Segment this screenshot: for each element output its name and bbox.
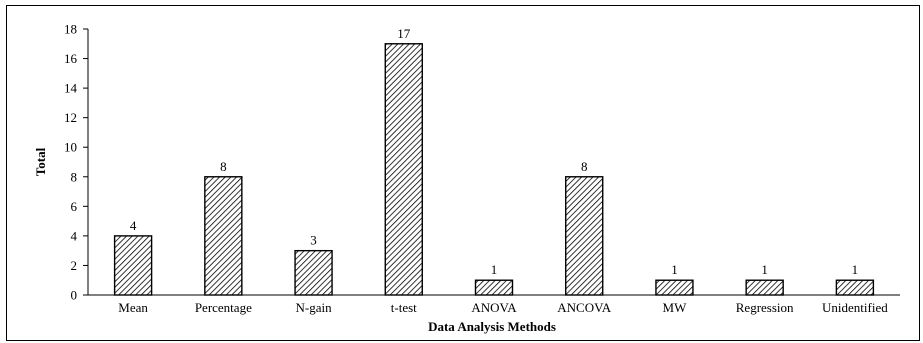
category-label: Unidentified [822,300,888,315]
bar-percentage [204,176,243,296]
y-tick-label: 8 [71,169,78,184]
bar-ancova [565,176,604,296]
y-tick-label: 12 [64,110,77,125]
bar-anova [474,279,514,296]
data-label: 1 [491,262,498,277]
data-label: 8 [220,159,227,174]
category-label: t-test [391,300,417,315]
category-label: Mean [118,300,148,315]
data-label: 1 [761,262,768,277]
category-label: MW [663,300,688,315]
y-tick-label: 4 [71,228,78,243]
bar-n-gain [294,249,333,296]
y-tick-labels: 0 2 4 6 8 10 12 14 16 18 [64,22,88,303]
x-axis-title: Data Analysis Methods [428,319,556,334]
data-label: 17 [397,26,411,41]
y-tick-label: 14 [64,81,78,96]
y-tick-label: 18 [64,22,77,37]
bar-unidentified [835,279,875,296]
bar-mw [655,279,694,296]
y-tick-label: 10 [64,140,77,155]
y-axis-title: Total [33,147,48,176]
bar-mean [113,235,153,296]
data-label: 1 [671,262,678,277]
bar-t-test [384,43,423,296]
y-tick-label: 0 [71,288,78,303]
category-label: Percentage [195,300,252,315]
data-label: 8 [581,159,588,174]
data-label: 1 [852,262,859,277]
data-label: 4 [130,218,137,233]
bars [113,43,875,296]
category-label: ANCOVA [557,300,612,315]
y-tick-label: 2 [71,258,78,273]
data-label: 3 [310,233,317,248]
category-label: Regression [736,300,794,315]
y-tick-label: 16 [64,51,78,66]
y-tick-label: 6 [71,199,78,214]
category-label: N-gain [296,300,333,315]
category-labels: Mean Percentage N-gain t-test ANOVA ANCOVA MW R… [118,300,888,315]
category-label: ANOVA [471,300,517,315]
bar-regression [745,279,784,296]
data-labels: 4 8 3 17 1 8 1 1 1 [130,26,858,277]
